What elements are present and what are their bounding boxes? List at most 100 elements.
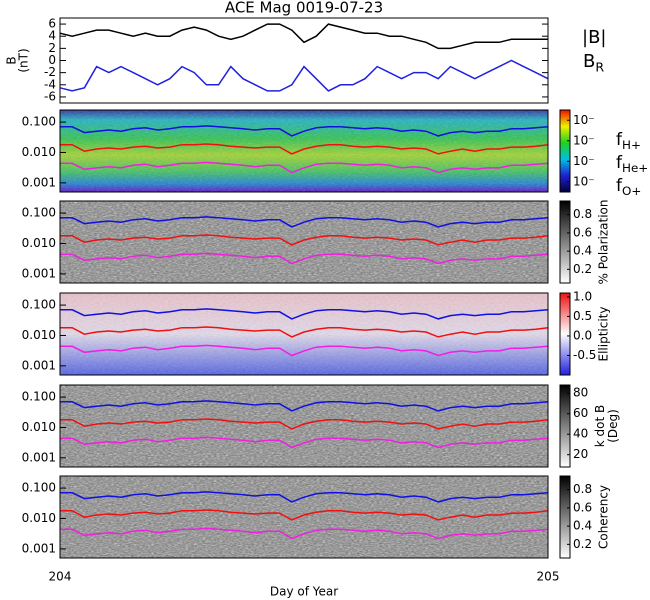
colorbar-tick-label: 0.0 <box>573 328 592 342</box>
y-tick-label: 0.001 <box>22 450 56 464</box>
y-tick-label: 0 <box>48 53 56 67</box>
colorbar <box>559 475 571 559</box>
legend-sub: He+ <box>622 161 648 175</box>
plot-frame <box>59 200 549 284</box>
plot-frame <box>59 384 549 468</box>
colorbar <box>559 384 571 468</box>
gyrofrequency-line <box>60 252 549 265</box>
y-tick-label: 0.100 <box>22 206 56 220</box>
colorbar <box>559 109 571 193</box>
line-series <box>59 23 548 50</box>
plot-frame <box>59 292 549 376</box>
x-tick-label: 204 <box>49 570 72 584</box>
colorbar-tick-label: 10⁻ <box>573 113 595 127</box>
colorbar-tick-label: 0.5 <box>573 309 592 323</box>
legend-sub: H+ <box>622 138 641 152</box>
y-tick-label: 0.001 <box>22 541 56 555</box>
colorbar-tick-label: 0.4 <box>573 244 592 258</box>
colorbar-tick-label: 0.6 <box>573 500 592 514</box>
y-tick-label: 0.100 <box>22 481 56 495</box>
y-tick-label: -4 <box>44 77 56 91</box>
legend-name: f <box>616 176 623 196</box>
legend-sub: O+ <box>622 184 641 198</box>
chart-title: ACE Mag 0019-07-23 <box>225 0 383 17</box>
gyrofrequency-line <box>60 436 549 449</box>
colorbar-tick-label: 0.2 <box>573 537 592 551</box>
gyrofrequency-line <box>60 418 549 430</box>
colorbar-label: (Deg) <box>606 409 620 443</box>
colorbar <box>559 200 571 284</box>
y-tick-label: 6 <box>48 17 56 31</box>
colorbar-tick-label: 10⁻ <box>573 174 595 188</box>
colorbar-tick-label: 80 <box>573 386 588 400</box>
x-tick-label: 205 <box>537 570 560 584</box>
colorbar-tick-label: -0.5 <box>573 348 596 362</box>
y-tick-label: 0.001 <box>22 175 56 189</box>
y-tick-label: 0.100 <box>22 390 56 404</box>
colorbar-label: Ellipticity <box>597 307 611 362</box>
gyrofrequency-line <box>60 216 549 228</box>
plot-frame <box>59 17 549 104</box>
y-tick-label: 0.010 <box>22 328 56 342</box>
spectrogram-texture <box>60 385 548 467</box>
colorbar-label: Coherency <box>597 485 611 549</box>
colorbar-label: k dot B <box>593 405 607 447</box>
colorbar-tick-label: 1.0 <box>573 289 592 303</box>
y-tick-label: -6 <box>44 89 56 103</box>
y-tick-label: 0.100 <box>22 298 56 312</box>
gyrofrequency-line <box>60 509 549 521</box>
x-axis-label: Day of Year <box>270 585 338 599</box>
gyrofrequency-line <box>60 527 549 540</box>
colorbar-tick-label: 0.8 <box>573 482 592 496</box>
colorbar-label: % Polarization <box>597 200 611 285</box>
y-axis-label: (nT) <box>17 48 31 72</box>
colorbar-tick-label: 0.2 <box>573 262 592 276</box>
gyrofrequency-line <box>60 326 549 338</box>
legend-entry: fHe+ <box>616 153 648 175</box>
y-tick-label: 0.001 <box>22 358 56 372</box>
y-tick-label: -2 <box>44 65 56 79</box>
spectrogram-texture <box>60 201 548 283</box>
spectrogram-texture <box>60 476 548 558</box>
colorbar-tick-label: 20 <box>573 447 588 461</box>
gyrofrequency-line <box>60 125 549 137</box>
legend-name: f <box>616 130 623 150</box>
gyrofrequency-line <box>60 143 549 155</box>
legend-name: |B| <box>582 27 606 48</box>
gyrofrequency-line <box>60 308 549 320</box>
colorbar-tick-label: 0.6 <box>573 225 592 239</box>
y-axis-label: B <box>5 56 19 64</box>
colorbar-tick-label: 40 <box>573 427 588 441</box>
y-tick-label: 0.001 <box>22 266 56 280</box>
y-tick-label: 0.100 <box>22 115 56 129</box>
legend-entry: fO+ <box>616 176 641 198</box>
line-series <box>59 59 549 92</box>
colorbar-tick-label: 10⁻ <box>573 133 595 147</box>
y-tick-label: 0.010 <box>22 511 56 525</box>
legend-entry: BR <box>583 51 604 74</box>
spectrogram-texture <box>60 110 548 192</box>
y-tick-label: 2 <box>48 41 56 55</box>
colorbar-tick-label: 10⁻ <box>573 154 595 168</box>
legend-sub: R <box>595 59 604 74</box>
colorbar-tick-label: 0.4 <box>573 519 592 533</box>
legend-name: f <box>616 153 623 173</box>
gyrofrequency-line <box>60 234 549 246</box>
gyrofrequency-line <box>60 400 549 412</box>
y-tick-label: 0.010 <box>22 145 56 159</box>
legend-name: B <box>583 51 595 72</box>
y-tick-label: 0.010 <box>22 420 56 434</box>
y-tick-label: 0.010 <box>22 236 56 250</box>
gyrofrequency-line <box>60 491 549 503</box>
colorbar-tick-label: 60 <box>573 406 588 420</box>
legend-entry: fH+ <box>616 130 641 152</box>
plot-frame <box>59 475 549 559</box>
plot-frame <box>59 109 549 193</box>
colorbar <box>559 292 571 376</box>
legend-entry: |B| <box>582 27 606 48</box>
spectrogram-texture <box>60 293 548 375</box>
colorbar-tick-label: 0.8 <box>573 207 592 221</box>
y-tick-label: 4 <box>48 29 56 43</box>
